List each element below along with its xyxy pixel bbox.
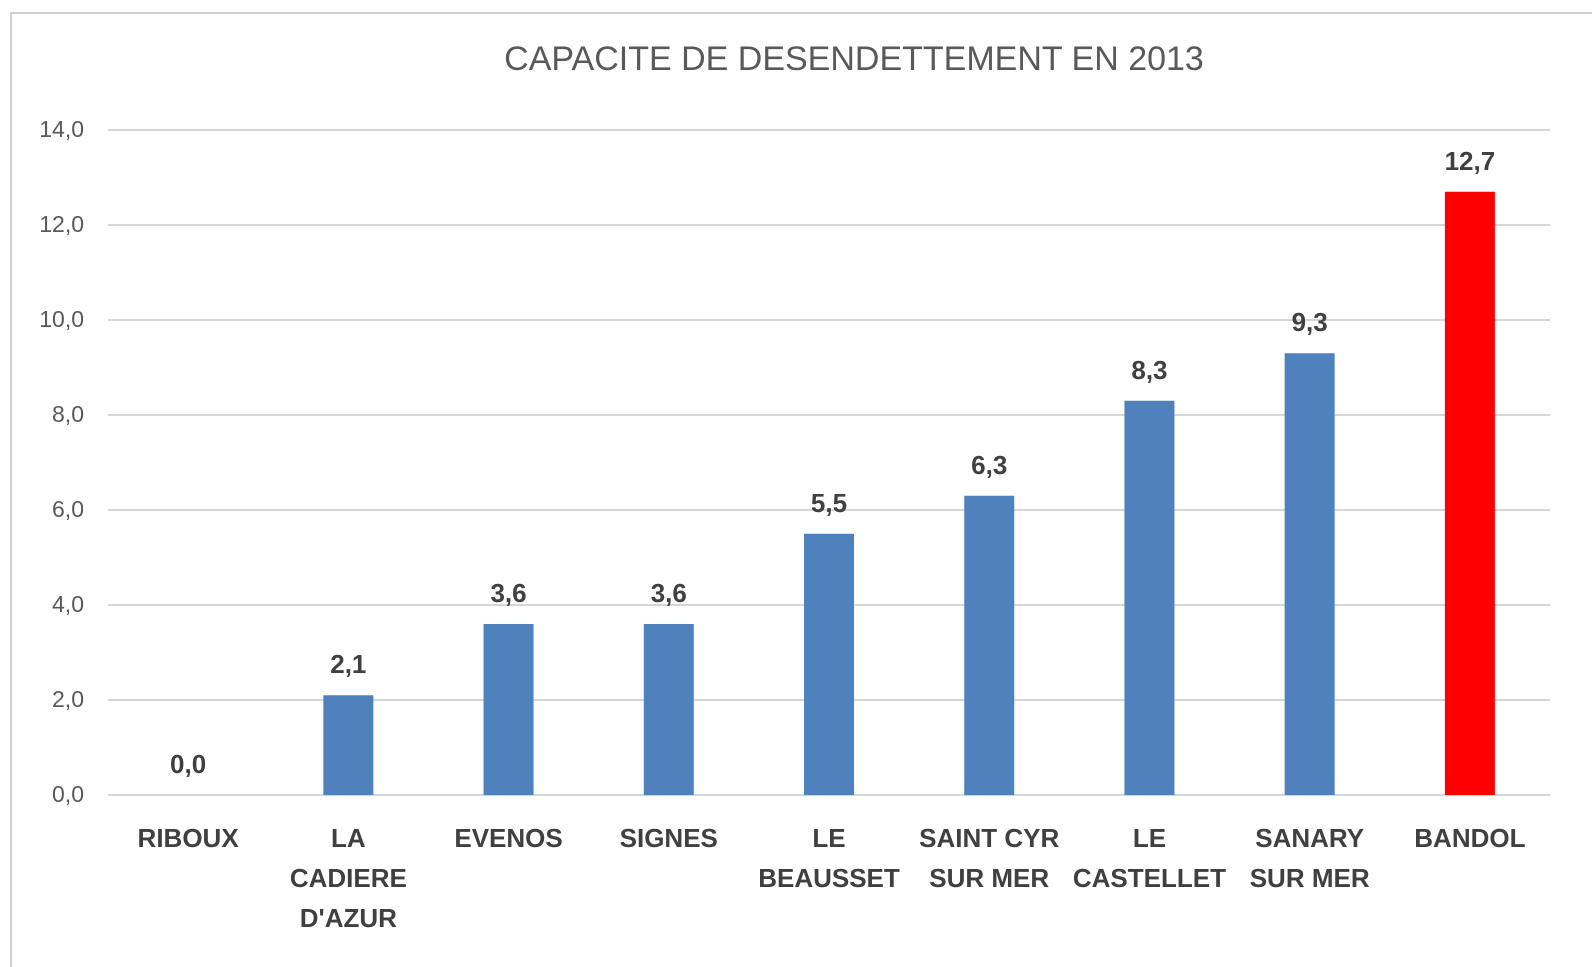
x-tick-label: RIBOUX — [137, 823, 239, 853]
data-label: 3,6 — [490, 578, 527, 608]
y-tick-label: 8,0 — [52, 401, 84, 427]
x-tick-label: EVENOS — [454, 823, 563, 853]
y-tick-label: 6,0 — [52, 496, 84, 522]
y-tick-label: 4,0 — [52, 591, 84, 617]
x-tick-label: BANDOL — [1414, 823, 1526, 853]
data-label: 9,3 — [1291, 307, 1328, 338]
data-label: 8,3 — [1131, 354, 1168, 385]
data-label: 0,0 — [170, 749, 207, 779]
bar — [964, 495, 1015, 795]
x-tick-label: SAINT CYR SUR MER — [919, 823, 1060, 893]
y-tick-label: 2,0 — [52, 686, 84, 712]
y-tick-label: 12,0 — [39, 211, 84, 237]
data-label: 5,5 — [810, 487, 848, 518]
bar — [1444, 191, 1495, 795]
data-label: 2,1 — [330, 649, 367, 680]
bar — [323, 695, 374, 795]
data-label: 3,6 — [650, 578, 687, 608]
bar — [1124, 400, 1175, 795]
x-tick-label: SIGNES — [619, 823, 718, 853]
bar — [1284, 353, 1335, 795]
chart-frame — [10, 12, 1592, 967]
bar — [804, 533, 854, 795]
x-tick-label: SANARY SUR MER — [1249, 823, 1370, 893]
x-tick-label: LE CASTELLET — [1072, 823, 1226, 893]
x-tick-label: LA CADIERE D'AZUR — [289, 823, 407, 933]
y-tick-label: 14,0 — [39, 116, 84, 142]
x-tick-label: LE BEAUSSET — [758, 823, 900, 893]
y-tick-label: 10,0 — [39, 306, 84, 332]
data-label: 12,7 — [1444, 145, 1496, 176]
bar — [483, 624, 534, 795]
data-label: 6,3 — [971, 449, 1008, 480]
chart-title: CAPACITE DE DESENDETTEMENT EN 2013 — [504, 40, 1204, 78]
bar — [643, 624, 694, 795]
y-tick-label: 0,0 — [52, 781, 84, 807]
